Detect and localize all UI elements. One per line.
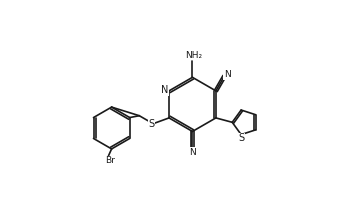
Text: N: N — [161, 85, 169, 95]
Text: NH₂: NH₂ — [185, 51, 203, 60]
Text: S: S — [149, 119, 155, 129]
Text: N: N — [224, 70, 230, 80]
Text: Br: Br — [105, 156, 115, 165]
Text: S: S — [239, 133, 245, 143]
Text: N: N — [189, 148, 196, 157]
